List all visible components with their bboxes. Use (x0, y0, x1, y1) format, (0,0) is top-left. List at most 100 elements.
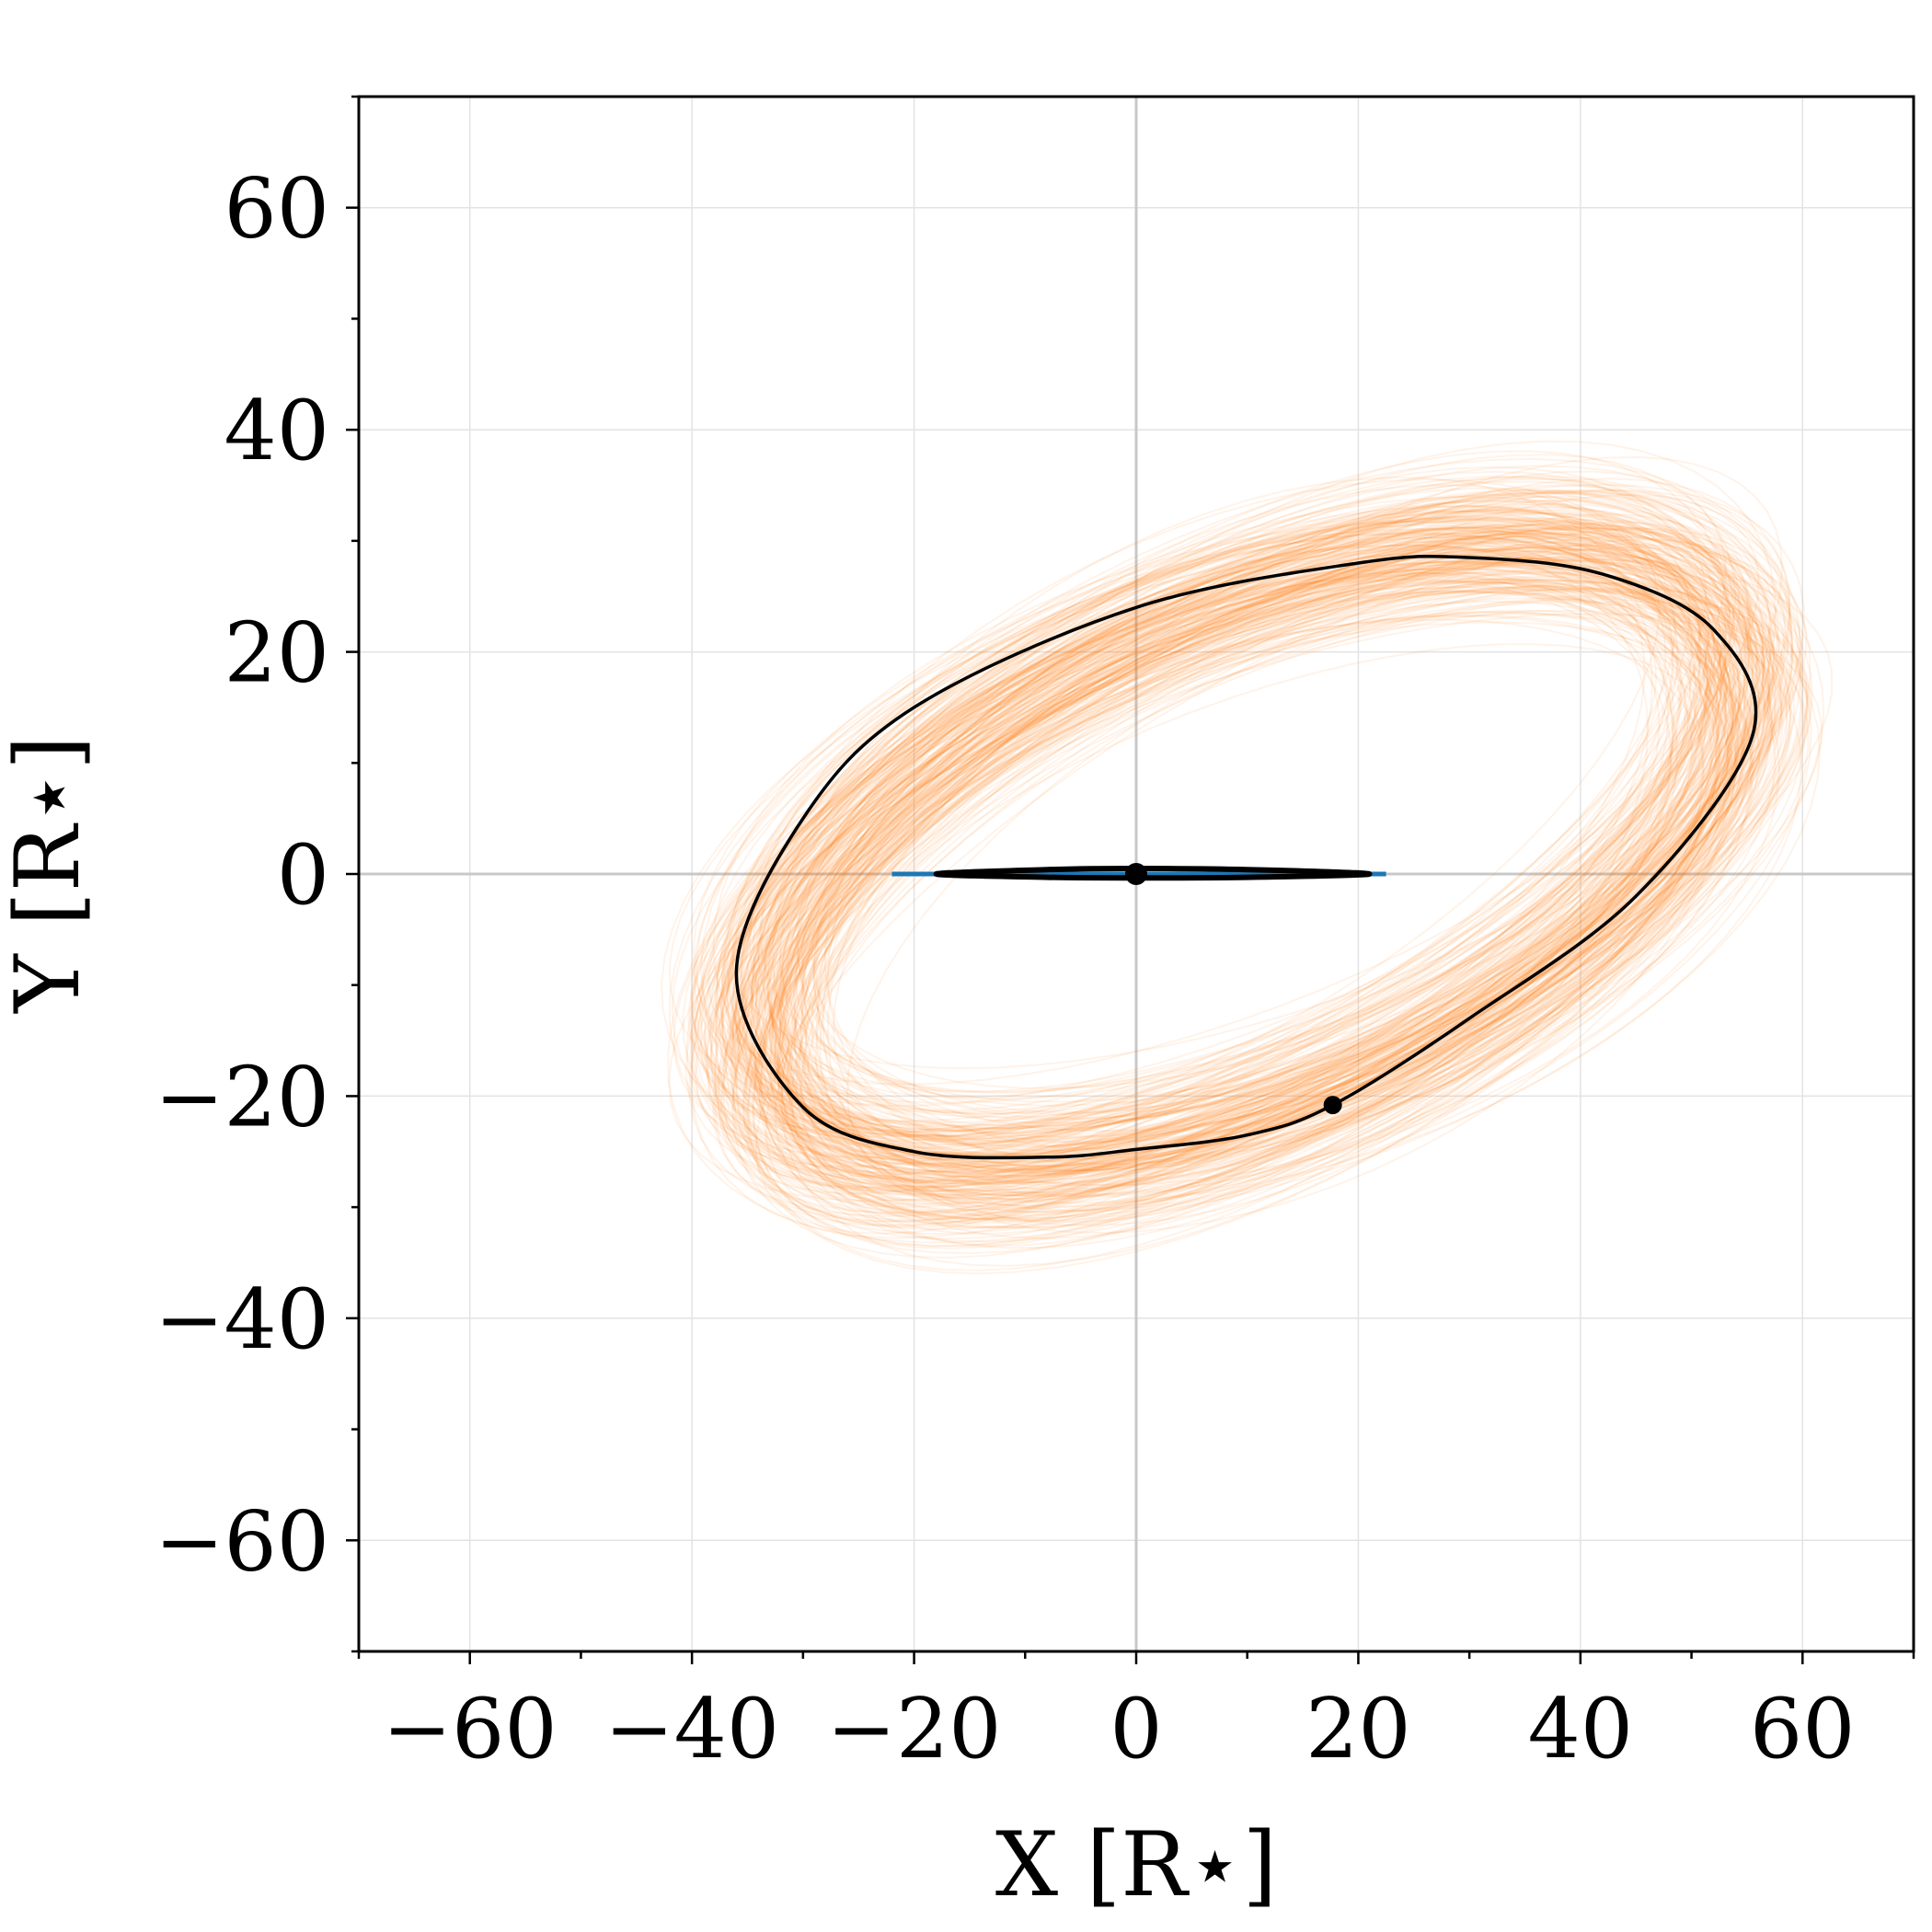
posterior-orbit-sample (785, 521, 1752, 1180)
posterior-orbit-sample (700, 508, 1825, 1171)
x-axis-label: X [R⋆] (995, 1813, 1277, 1916)
posterior-orbit-sample (718, 540, 1812, 1220)
posterior-orbit-sample (767, 540, 1720, 1187)
posterior-orbit-sample (763, 586, 1788, 1179)
posterior-orbit-sample (730, 532, 1742, 1259)
posterior-orbit-sample (782, 513, 1749, 1182)
y-tick-label: 40 (224, 383, 329, 479)
best-fit-orbit-line (734, 554, 1758, 1160)
posterior-orbit-sample (789, 509, 1691, 1165)
y-tick-label: −20 (155, 1049, 329, 1145)
posterior-orbit-sample (845, 576, 1711, 1214)
posterior-orbit-sample (752, 548, 1747, 1124)
posterior-orbit-sample (801, 558, 1765, 1100)
posterior-orbit-sample (691, 572, 1795, 1140)
posterior-orbit-sample (694, 537, 1723, 1166)
posterior-orbit-sample (819, 548, 1733, 1213)
posterior-orbit-sample (729, 546, 1711, 1142)
posterior-orbit-sample (707, 557, 1713, 1086)
posterior-orbit-sample (776, 455, 1784, 1192)
posterior-orbit-sample (749, 579, 1673, 1202)
posterior-orbit-sample (779, 544, 1771, 1220)
central-star-marker (1125, 863, 1147, 885)
posterior-orbit-sample (777, 514, 1735, 1249)
posterior-orbit-sample (803, 591, 1753, 1196)
posterior-orbit-sample (733, 560, 1723, 1130)
posterior-orbit-sample (701, 517, 1783, 1171)
posterior-orbit-sample (706, 588, 1766, 1179)
posterior-orbit-sample (689, 526, 1794, 1148)
posterior-orbit-sample (720, 600, 1696, 1133)
posterior-orbit-sample (714, 457, 1793, 1186)
posterior-orbit-sample (764, 520, 1740, 1168)
posterior-orbit-sample (754, 538, 1771, 1235)
posterior-orbit-sample (734, 490, 1741, 1190)
posterior-orbit-sample (826, 510, 1728, 1160)
y-tick-label: −60 (155, 1493, 329, 1590)
posterior-orbit-sample (747, 509, 1676, 1138)
posterior-orbit-sample (755, 498, 1661, 1144)
posterior-orbit-sample (699, 561, 1770, 1185)
posterior-orbit-sample (748, 532, 1734, 1139)
posterior-orbit-sample (728, 559, 1758, 1142)
posterior-orbit-sample (745, 495, 1754, 1271)
posterior-orbit-sample (796, 546, 1739, 1133)
posterior-orbit-sample (713, 517, 1770, 1231)
posterior-orbit-sample (746, 536, 1694, 1223)
posterior-orbit-sample (757, 612, 1727, 1127)
posterior-orbit-sample (742, 577, 1694, 1148)
posterior-orbit-sample (712, 555, 1772, 1223)
posterior-orbit-sample (763, 586, 1661, 1199)
posterior-orbit-sample (754, 517, 1733, 1184)
posterior-orbit-sample (714, 561, 1723, 1227)
posterior-orbit-sample (800, 581, 1728, 1089)
posterior-orbit-sample (742, 615, 1733, 1164)
posterior-orbit-sample (704, 613, 1823, 1173)
posterior-orbit-sample (668, 518, 1776, 1124)
posterior-orbit-sample (742, 597, 1742, 1138)
posterior-orbit-sample (721, 516, 1766, 1168)
posterior-orbit-sample (730, 558, 1776, 1176)
posterior-orbit-sample (753, 579, 1726, 1182)
posterior-orbit-sample (778, 557, 1753, 1098)
posterior-orbit-sample (682, 569, 1806, 1186)
posterior-orbit-sample (785, 540, 1753, 1229)
posterior-orbit-sample (802, 528, 1765, 1201)
posterior-orbit-sample (661, 526, 1791, 1178)
posterior-orbit-sample (725, 571, 1708, 1159)
posterior-orbit-sample (773, 601, 1784, 1157)
posterior-orbit-sample (690, 450, 1727, 1239)
posterior-orbit-sample (773, 529, 1701, 1130)
posterior-orbit-sample (742, 489, 1801, 1174)
posterior-orbit-sample (717, 527, 1752, 1192)
posterior-orbit-sample (793, 609, 1732, 1134)
posterior-orbit-sample (723, 505, 1729, 1144)
posterior-orbit-sample (709, 523, 1735, 1202)
posterior-orbit-sample (685, 558, 1760, 1184)
posterior-orbit-sample (822, 535, 1718, 1226)
posterior-orbit-sample (673, 502, 1751, 1158)
posterior-orbit-sample (734, 523, 1726, 1137)
posterior-orbit-sample (757, 525, 1803, 1121)
posterior-orbit-sample (771, 532, 1730, 1172)
posterior-orbit-sample (770, 544, 1765, 1144)
posterior-orbit-sample (782, 504, 1708, 1178)
posterior-orbit-sample (793, 610, 1753, 1152)
x-tick-label: 20 (1305, 1681, 1411, 1777)
posterior-orbit-sample (735, 477, 1733, 1248)
posterior-orbit-sample (792, 550, 1746, 1198)
axis-ticks (346, 95, 1915, 1664)
posterior-orbit-sample (832, 484, 1735, 1156)
posterior-orbit-sample (811, 535, 1742, 1113)
posterior-orbit-sample (720, 558, 1834, 1132)
posterior-orbit-sample (815, 506, 1750, 1207)
posterior-orbit-sample (722, 470, 1727, 1178)
posterior-orbit-sample (766, 493, 1765, 1162)
posterior-orbit-sample (807, 588, 1741, 1179)
posterior-orbit-sample (753, 597, 1772, 1189)
posterior-orbit-sample (695, 527, 1754, 1168)
posterior-orbit-sample (741, 571, 1678, 1197)
posterior-orbit-sample (754, 590, 1721, 1167)
posterior-orbit-sample (793, 536, 1674, 1240)
